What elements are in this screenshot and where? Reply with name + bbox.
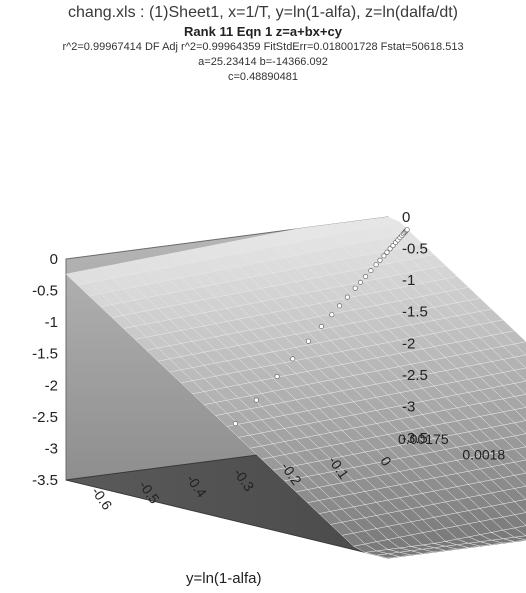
fitted-surface: [65, 216, 526, 559]
z-tick-label-right: -0.5: [402, 241, 428, 258]
data-point: [404, 227, 410, 233]
data-point: [305, 338, 311, 344]
data-point: [363, 273, 369, 279]
z-tick-label-right: -3.5: [402, 430, 428, 447]
chart-subtitle: Rank 11 Eqn 1 z=a+bx+cy: [184, 24, 342, 39]
data-point: [381, 253, 387, 259]
data-points: [232, 227, 410, 427]
coefficient-c: c=0.48890481: [227, 71, 299, 83]
y-axis-label: y=ln(1-alfa): [186, 570, 261, 587]
data-point: [337, 303, 343, 309]
data-point: [384, 249, 390, 255]
z-tick-label-right: -1: [402, 272, 415, 289]
z-tick-label-left: -2.5: [32, 409, 58, 426]
data-point: [387, 246, 393, 252]
data-point: [357, 279, 363, 285]
z-tick-label-right: 0: [402, 209, 410, 226]
data-point: [329, 312, 335, 318]
z-tick-label-left: -1.5: [32, 346, 58, 363]
z-tick-label-left: -2: [45, 377, 58, 394]
z-tick-label-left: -0.5: [32, 283, 58, 300]
data-point: [274, 373, 280, 379]
data-point: [318, 323, 324, 329]
z-tick-label-left: 0: [50, 251, 58, 268]
fit-statistics: r^2=0.99967414 DF Adj r^2=0.99964359 Fit…: [62, 41, 464, 53]
data-point: [368, 268, 374, 274]
coefficients-ab: a=25.23414 b=-14366.092: [198, 56, 328, 68]
data-point: [253, 397, 259, 403]
z-tick-label-right: -2: [402, 335, 415, 352]
data-point: [344, 294, 350, 300]
data-point: [290, 356, 296, 362]
z-tick-label-right: -2.5: [402, 367, 428, 384]
data-point: [352, 285, 358, 291]
z-tick-label-left: -3: [45, 440, 58, 457]
x-tick-label: 0.00175: [398, 431, 449, 447]
x-tick-label: 0.0018: [462, 447, 505, 463]
data-point: [373, 262, 379, 268]
data-point: [377, 257, 383, 263]
surface-cell: [375, 216, 401, 225]
z-tick-label-left: -1: [45, 314, 58, 331]
data-point: [232, 421, 238, 427]
z-tick-label-right: -3: [402, 398, 415, 415]
z-tick-label-left: -3.5: [32, 472, 58, 489]
z-tick-label-right: -1.5: [402, 304, 428, 321]
chart-title: chang.xls : (1)Sheet1, x=1/T, y=ln(1-alf…: [68, 4, 458, 21]
